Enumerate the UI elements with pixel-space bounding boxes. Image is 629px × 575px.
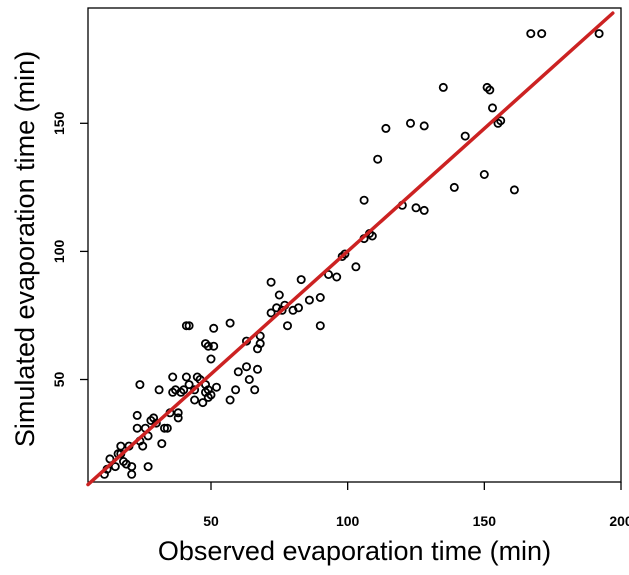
data-point <box>282 321 292 331</box>
data-point <box>315 292 325 302</box>
x-axis-title: Observed evaporation time (min) <box>158 536 551 566</box>
data-point <box>154 385 164 395</box>
data-point <box>151 418 161 428</box>
data-point <box>211 382 221 392</box>
data-point <box>127 469 137 479</box>
data-point <box>419 121 429 131</box>
data-point <box>537 29 547 39</box>
data-point <box>351 262 361 272</box>
data-point <box>105 454 115 464</box>
data-point <box>143 462 153 472</box>
data-point <box>168 372 178 382</box>
data-point <box>255 339 265 349</box>
data-point <box>367 231 377 241</box>
y-axis: 50 100 150 <box>51 111 88 387</box>
data-point <box>110 462 120 472</box>
data-point <box>184 321 194 331</box>
data-point <box>485 85 495 95</box>
x-tick-label: 150 <box>473 513 497 529</box>
data-point <box>173 413 183 423</box>
data-point <box>181 321 191 331</box>
data-point <box>381 123 391 133</box>
data-point <box>138 441 148 451</box>
data-point <box>203 341 213 351</box>
data-point <box>526 29 536 39</box>
data-point <box>181 372 191 382</box>
x-tick-label: 100 <box>336 513 360 529</box>
data-point <box>157 439 167 449</box>
data-point <box>359 195 369 205</box>
data-point <box>225 318 235 328</box>
data-point <box>132 410 142 420</box>
data-point <box>323 269 333 279</box>
data-point <box>405 118 415 128</box>
data-point <box>233 367 243 377</box>
data-point <box>373 154 383 164</box>
data-point <box>244 374 254 384</box>
plot-frame <box>87 7 622 483</box>
data-point <box>496 116 506 126</box>
data-point <box>487 103 497 113</box>
data-point <box>419 205 429 215</box>
data-point <box>116 441 126 451</box>
data-point <box>509 185 519 195</box>
data-points <box>99 29 604 479</box>
y-axis-title: Simulated evaporation time (min) <box>10 51 40 447</box>
data-point <box>135 380 145 390</box>
data-point <box>209 341 219 351</box>
data-point <box>293 303 303 313</box>
data-point <box>241 362 251 372</box>
data-point <box>206 390 216 400</box>
data-point <box>304 295 314 305</box>
data-point <box>184 380 194 390</box>
data-point <box>159 423 169 433</box>
y-tick-label: 150 <box>51 111 67 135</box>
data-point <box>209 323 219 333</box>
fit-line <box>86 11 615 487</box>
data-point <box>460 131 470 141</box>
y-tick-label: 50 <box>51 372 67 388</box>
data-point <box>266 308 276 318</box>
x-axis: 50 100 150 200 <box>203 482 629 529</box>
data-point <box>225 395 235 405</box>
data-point <box>266 277 276 287</box>
data-point <box>332 272 342 282</box>
data-point <box>190 395 200 405</box>
data-point <box>179 385 189 395</box>
data-point <box>479 169 489 179</box>
data-point <box>594 29 604 39</box>
data-point <box>173 408 183 418</box>
data-point <box>315 321 325 331</box>
data-point <box>198 398 208 408</box>
data-point <box>206 354 216 364</box>
data-point <box>231 385 241 395</box>
data-point <box>162 423 172 433</box>
y-tick-label: 100 <box>51 240 67 264</box>
data-point <box>411 203 421 213</box>
data-point <box>127 462 137 472</box>
data-point <box>438 82 448 92</box>
x-tick-label: 50 <box>203 513 219 529</box>
data-point <box>274 290 284 300</box>
data-point <box>296 275 306 285</box>
data-point <box>449 182 459 192</box>
data-point <box>340 249 350 259</box>
data-point <box>252 364 262 374</box>
data-point <box>250 385 260 395</box>
data-point <box>132 423 142 433</box>
x-tick-label: 200 <box>609 513 629 529</box>
